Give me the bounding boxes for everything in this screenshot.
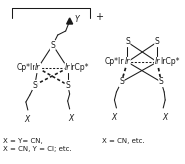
Text: IrCp*: IrCp* [70, 62, 89, 72]
Text: Cp*Ir: Cp*Ir [105, 57, 124, 65]
Text: X = Y= CN,
X = CN, Y = Cl; etc.: X = Y= CN, X = CN, Y = Cl; etc. [3, 138, 72, 153]
Text: Ir: Ir [35, 63, 41, 72]
Text: S: S [125, 38, 130, 47]
Text: Y: Y [75, 14, 79, 23]
Text: X: X [163, 113, 168, 122]
Text: S: S [50, 41, 55, 50]
Text: X: X [68, 114, 73, 123]
Text: IrCp*: IrCp* [160, 57, 180, 65]
Text: Ir: Ir [154, 58, 160, 66]
Text: S: S [32, 81, 37, 90]
Text: Cp*Ir: Cp*Ir [16, 62, 36, 72]
Text: Ir: Ir [125, 58, 130, 66]
Text: Ir: Ir [65, 63, 70, 72]
Polygon shape [67, 18, 73, 24]
Text: X: X [112, 113, 117, 122]
Text: S: S [159, 78, 164, 86]
Text: +: + [95, 12, 102, 22]
Text: X = CN, etc.: X = CN, etc. [102, 138, 145, 144]
Text: X: X [24, 115, 29, 124]
Text: S: S [119, 78, 124, 86]
Text: S: S [65, 81, 70, 90]
Text: S: S [155, 38, 160, 47]
